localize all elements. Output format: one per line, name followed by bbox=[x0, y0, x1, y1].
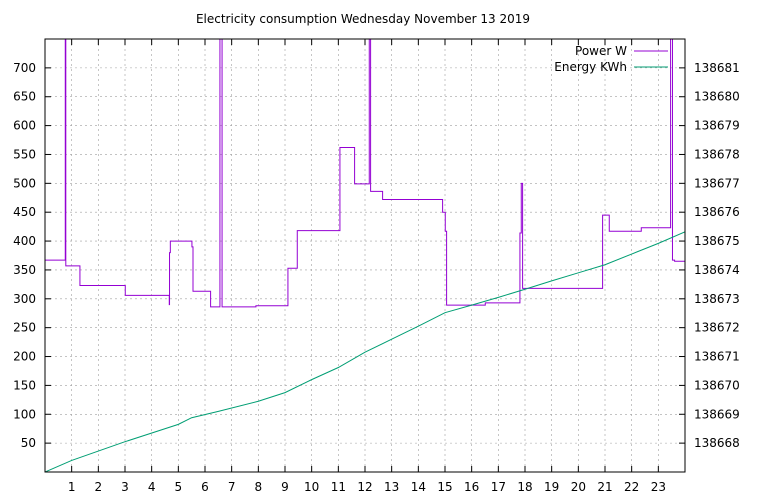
x-tick-label: 12 bbox=[357, 480, 372, 494]
y-right-tick-label: 138680 bbox=[694, 90, 740, 104]
x-tick-label: 23 bbox=[651, 480, 666, 494]
x-tick-label: 21 bbox=[597, 480, 612, 494]
y-left-tick-label: 50 bbox=[21, 436, 36, 450]
x-tick-label: 10 bbox=[304, 480, 319, 494]
x-tick-label: 3 bbox=[121, 480, 129, 494]
y-right-tick-label: 138674 bbox=[694, 263, 740, 277]
legend-label: Power W bbox=[575, 44, 627, 58]
x-tick-label: 13 bbox=[384, 480, 399, 494]
ticks: 1 2 3 4 5 6 7 8 9 10 11 12 13 14 15 16 17 18 19 20 21 22 23501… bbox=[13, 39, 740, 494]
y-left-tick-label: 600 bbox=[13, 119, 36, 133]
y-left-tick-label: 500 bbox=[13, 176, 36, 190]
y-right-tick-label: 138670 bbox=[694, 378, 740, 392]
x-tick-label: 17 bbox=[491, 480, 506, 494]
y-left-tick-label: 450 bbox=[13, 205, 36, 219]
legend-label: Energy KWh bbox=[554, 60, 627, 74]
y-right-tick-label: 138673 bbox=[694, 292, 740, 306]
y-right-tick-label: 138679 bbox=[694, 119, 740, 133]
x-tick-label: 11 bbox=[331, 480, 346, 494]
x-tick-label: 14 bbox=[411, 480, 426, 494]
y-left-tick-label: 100 bbox=[13, 407, 36, 421]
x-tick-label: 20 bbox=[571, 480, 586, 494]
x-tick-label: 18 bbox=[517, 480, 532, 494]
y-right-tick-label: 138677 bbox=[694, 176, 740, 190]
y-right-tick-label: 138671 bbox=[694, 350, 740, 364]
grid bbox=[45, 39, 685, 472]
y-left-tick-label: 250 bbox=[13, 321, 36, 335]
y-right-tick-label: 138668 bbox=[694, 436, 740, 450]
y-right-tick-label: 138675 bbox=[694, 234, 740, 248]
x-tick-label: 15 bbox=[437, 480, 452, 494]
x-tick-label: 4 bbox=[148, 480, 156, 494]
x-tick-label: 22 bbox=[624, 480, 639, 494]
x-tick-label: 19 bbox=[544, 480, 559, 494]
legend: Power W Energy KWh bbox=[554, 44, 668, 74]
x-tick-label: 9 bbox=[281, 480, 289, 494]
series-layer bbox=[45, 39, 685, 472]
y-right-tick-label: 138676 bbox=[694, 205, 740, 219]
series-line-power bbox=[45, 39, 685, 308]
y-right-tick-label: 138681 bbox=[694, 61, 740, 75]
x-tick-label: 7 bbox=[228, 480, 236, 494]
y-left-tick-label: 150 bbox=[13, 378, 36, 392]
y-left-tick-label: 300 bbox=[13, 292, 36, 306]
y-left-tick-label: 400 bbox=[13, 234, 36, 248]
x-tick-label: 6 bbox=[201, 480, 209, 494]
y-left-tick-label: 700 bbox=[13, 61, 36, 75]
y-right-tick-label: 138669 bbox=[694, 407, 740, 421]
x-tick-label: 2 bbox=[95, 480, 103, 494]
series-line-energy bbox=[45, 231, 685, 472]
y-right-tick-label: 138672 bbox=[694, 321, 740, 335]
chart-title: Electricity consumption Wednesday Novemb… bbox=[196, 12, 530, 26]
x-tick-label: 16 bbox=[464, 480, 479, 494]
y-left-tick-label: 550 bbox=[13, 147, 36, 161]
x-tick-label: 8 bbox=[255, 480, 263, 494]
y-right-tick-label: 138678 bbox=[694, 147, 740, 161]
x-tick-label: 5 bbox=[175, 480, 183, 494]
y-left-tick-label: 200 bbox=[13, 350, 36, 364]
y-left-tick-label: 350 bbox=[13, 263, 36, 277]
y-left-tick-label: 650 bbox=[13, 90, 36, 104]
x-tick-label: 1 bbox=[68, 480, 76, 494]
